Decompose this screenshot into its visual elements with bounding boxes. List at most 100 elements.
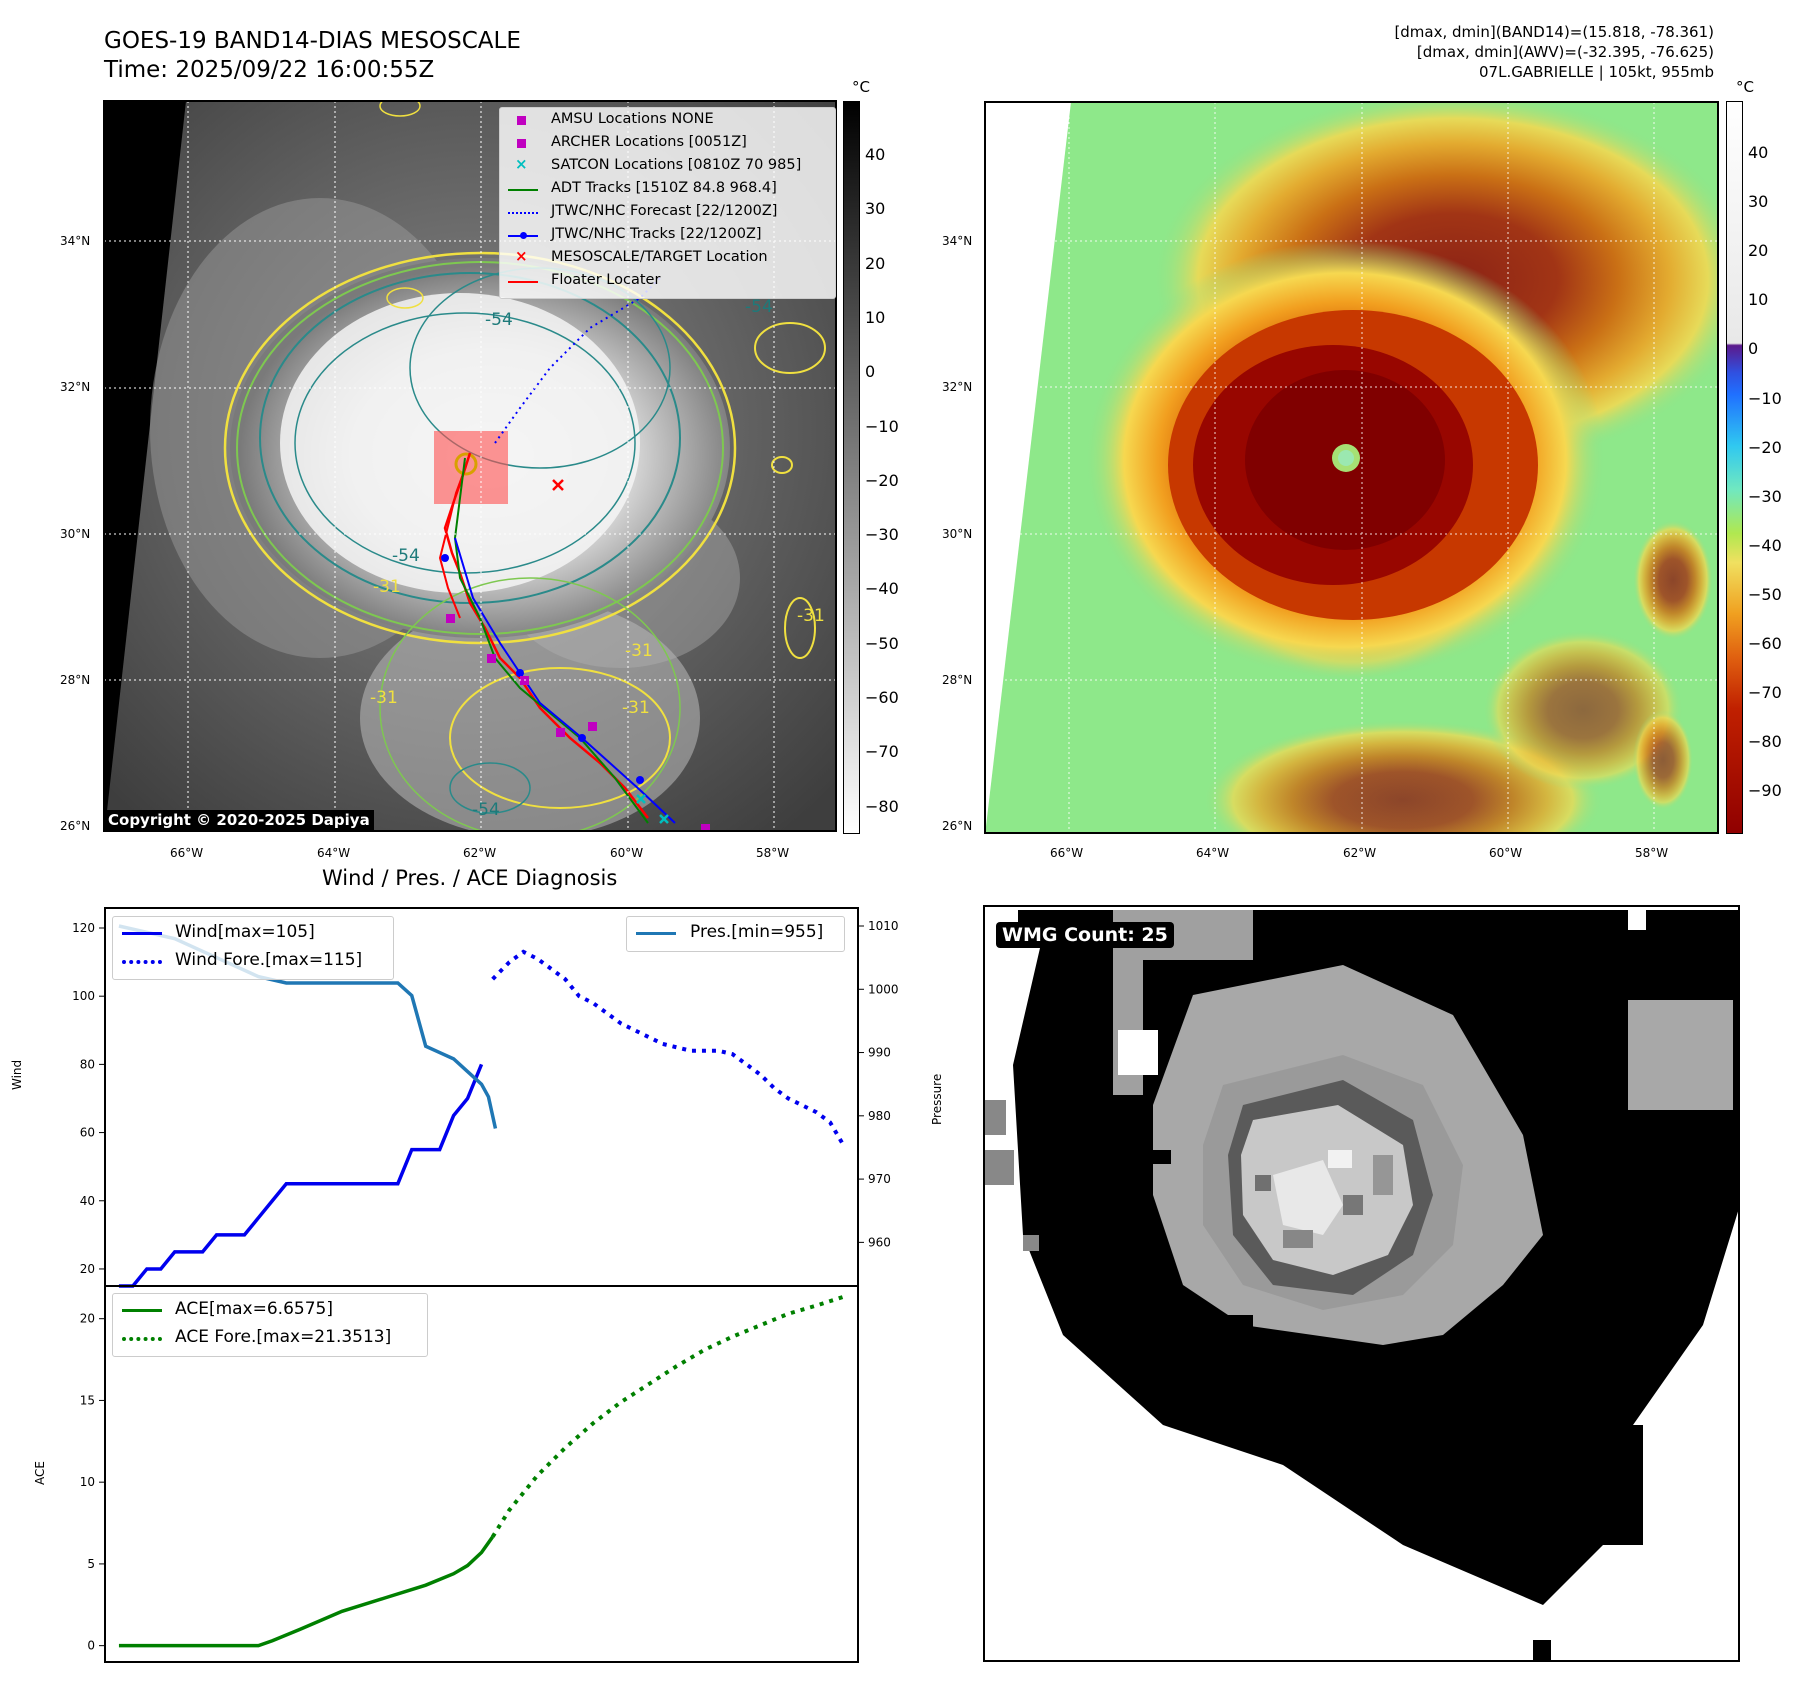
ace-tick-label: 20 — [80, 1312, 95, 1326]
ir-colorbar — [843, 101, 860, 834]
diagnosis-title: Wind / Pres. / ACE Diagnosis — [322, 866, 618, 890]
lat-label: 28°N — [60, 673, 91, 687]
legend-item: Floater Locater — [551, 272, 661, 288]
wind-tick-label: 60 — [80, 1126, 95, 1140]
info-storm: 07L.GABRIELLE | 105kt, 955mb — [1479, 63, 1714, 81]
colorbar-tick-label: −50 — [1748, 584, 1782, 604]
colorbar-tick-label: −50 — [865, 633, 899, 653]
legend-square-marker — [517, 139, 526, 148]
ace-panel: 20 15 10 5 0 — [80, 1285, 859, 1663]
colorbar-tick-label: 10 — [1748, 290, 1769, 310]
ace-forecast-line — [490, 1294, 845, 1538]
color-ir-colorbar — [1726, 101, 1743, 834]
ace-tick-label: 0 — [87, 1639, 95, 1653]
ace-legend — [112, 1293, 428, 1357]
legend-line-marker — [508, 281, 538, 283]
legend-item: SATCON Locations [0810Z 70 985] — [551, 157, 802, 173]
wind-legend-swatch-solid — [122, 932, 162, 935]
colorbar-unit: °C — [1736, 78, 1754, 96]
wind-tick-label: 100 — [72, 989, 95, 1003]
colorbar-tick-label: 20 — [1748, 241, 1769, 261]
info-band14: [dmax, dmin](BAND14)=(15.818, -78.361) — [1394, 23, 1714, 41]
wind-pressure-panel: 120 100 80 60 40 20 1010 1000 990 980 970 960 — [72, 907, 899, 1288]
lon-label: 58°W — [756, 846, 790, 860]
pressure-tick-label: 1000 — [868, 982, 899, 996]
wmg-panel — [983, 905, 1740, 1662]
colorbar-tick-label: −40 — [1748, 535, 1782, 555]
legend-x-marker: × — [515, 155, 528, 173]
chart-time: Time: 2025/09/22 16:00:55Z — [104, 57, 435, 83]
colorbar-tick-label: −30 — [865, 525, 899, 545]
wmg-count-badge: WMG Count: 25 — [996, 922, 1174, 948]
pressure-axis-label: Pressure — [930, 1073, 944, 1125]
legend-square-marker — [517, 116, 526, 125]
ace-tick-label: 5 — [87, 1557, 95, 1571]
colorbar-tick-label: −80 — [865, 796, 899, 816]
color-ir-map-panel — [984, 101, 1719, 834]
legend-x-marker: × — [515, 247, 528, 265]
legend-dotted-marker — [508, 212, 538, 214]
pressure-tick-label: 960 — [868, 1235, 891, 1249]
lon-label: 60°W — [610, 846, 644, 860]
wind-forecast-line — [491, 949, 846, 1148]
lat-label: 28°N — [942, 673, 973, 687]
pressure-tick-label: 970 — [868, 1172, 891, 1186]
info-awv: [dmax, dmin](AWV)=(-32.395, -76.625) — [1416, 43, 1714, 61]
ace-tick-label: 15 — [80, 1393, 95, 1407]
contour-label: -31 — [622, 698, 650, 718]
lat-label: 34°N — [60, 234, 91, 248]
colorbar-tick-label: −30 — [1748, 486, 1782, 506]
colorbar-tick-label: −90 — [1748, 781, 1782, 801]
wind-legend-item: Wind Fore.[max=115] — [175, 950, 363, 970]
colorbar-tick-label: −60 — [865, 688, 899, 707]
legend-line-marker — [508, 189, 538, 191]
lat-label: 30°N — [942, 527, 973, 541]
colorbar-tick-label: 10 — [865, 307, 886, 327]
lat-label: 34°N — [942, 234, 973, 248]
contour-label: -31 — [797, 606, 825, 626]
lon-label: 62°W — [1343, 846, 1377, 860]
contour-label: -54 — [485, 310, 513, 330]
wind-tick-label: 80 — [80, 1057, 95, 1071]
legend-item: ADT Tracks [1510Z 84.8 968.4] — [551, 180, 777, 196]
wind-axis-label: Wind — [10, 1059, 24, 1090]
lat-label: 30°N — [60, 527, 91, 541]
lon-label: 66°W — [170, 846, 204, 860]
wind-tick-label: 40 — [80, 1194, 95, 1208]
colorbar-tick-label: −10 — [865, 416, 899, 436]
colorbar-tick-label: −60 — [1748, 634, 1782, 653]
contour-label: -31 — [370, 688, 398, 708]
chart-title: GOES-19 BAND14-DIAS MESOSCALE — [104, 28, 521, 54]
colorbar-tick-label: −20 — [865, 470, 899, 490]
ace-line — [118, 1535, 495, 1648]
wind-legend — [112, 916, 394, 980]
ace-legend-swatch-solid — [122, 1309, 162, 1312]
contour-label: -54 — [472, 800, 500, 820]
colorbar-tick-label: 20 — [865, 253, 886, 273]
lat-label: 32°N — [942, 380, 973, 394]
colorbar-tick-label: 30 — [865, 199, 886, 219]
colorbar-tick-label: −70 — [865, 742, 899, 762]
contour-label: -31 — [625, 641, 653, 661]
wind-tick-label: 20 — [80, 1262, 95, 1276]
lon-label: 62°W — [463, 846, 497, 860]
ace-legend-item: ACE[max=6.6575] — [175, 1299, 333, 1319]
colorbar-tick-label: 40 — [1748, 143, 1769, 162]
legend-item: AMSU Locations NONE — [551, 111, 714, 127]
wind-legend-item: Wind[max=105] — [175, 922, 315, 942]
pressure-legend-item: Pres.[min=955] — [690, 922, 824, 942]
ace-legend-item: ACE Fore.[max=21.3513] — [175, 1327, 392, 1347]
ace-panel-frame — [104, 1285, 859, 1663]
color-ir-colorbar-ticks: 40 30 20 10 0 −10 −20 −30 −40 −50 −60 −70 −80 −90 — [1748, 101, 1788, 832]
colorbar-unit: °C — [852, 78, 870, 96]
colorbar-tick-label: −70 — [1748, 683, 1782, 703]
lon-label: 58°W — [1635, 846, 1669, 860]
wind-line — [118, 1063, 484, 1288]
contour-label: -31 — [373, 577, 401, 597]
colorbar-tick-label: 30 — [1748, 192, 1769, 212]
pressure-tick-label: 980 — [868, 1109, 891, 1123]
lat-label: 26°N — [60, 819, 91, 833]
legend-item: ARCHER Locations [0051Z] — [551, 134, 747, 150]
ace-legend-swatch-dotted — [122, 1337, 162, 1341]
